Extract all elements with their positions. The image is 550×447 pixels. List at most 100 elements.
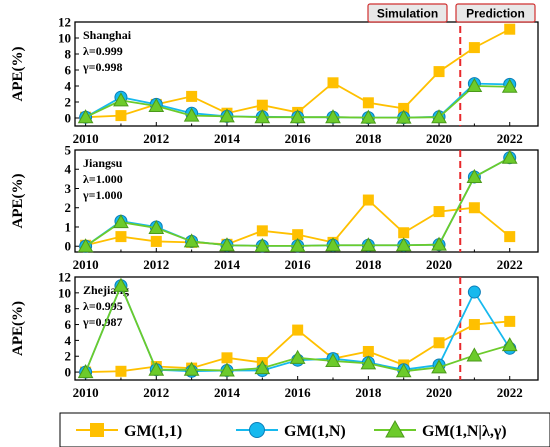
data-point-gmnlg [431,109,447,124]
x-tick-label: 2018 [355,257,382,272]
data-point-gmnlg [219,362,235,377]
data-point-gmnlg [183,361,200,376]
legend-marker-gmnlg [385,419,405,438]
data-point-gm11 [468,42,480,54]
y-tick-label: 10 [58,285,71,300]
lambda-label: λ=1.000 [83,172,123,186]
data-point-gmnlg [325,237,341,252]
data-point-gmnlg [183,107,200,122]
x-tick-label: 2010 [73,257,99,272]
x-tick-label: 2014 [214,257,241,272]
x-tick-label: 2022 [497,257,523,272]
data-point-gmnlg [289,349,306,364]
prediction-label: Prediction [466,7,525,21]
data-point-gm11 [433,206,445,218]
data-point-gmnlg [77,109,94,124]
data-point-gm11 [256,99,268,111]
y-tick-label: 4 [65,162,72,177]
data-point-gm11 [433,66,445,78]
x-tick-label: 2010 [73,131,99,146]
legend-label-gmnlg: GM(1,N|λ,γ) [422,423,507,440]
data-point-gmnlg [113,277,129,292]
y-tick-label: 0 [65,111,72,126]
legend-label-gmn: GM(1,N) [284,423,346,440]
data-point-gmnlg [431,359,447,374]
lambda-label: λ=0.999 [83,44,123,58]
data-point-gmnlg [219,108,235,123]
data-point-gmnlg [431,236,447,251]
legend-frame [59,412,550,447]
data-point-gmnlg [289,237,306,252]
x-tick-label: 2014 [214,385,241,400]
data-point-gmnlg [254,237,271,252]
data-point-gmn [467,285,481,299]
y-tick-label: 12 [58,270,71,285]
data-point-gmnlg [466,77,483,92]
y-tick-label: 6 [65,317,72,332]
panel-jiangsu: 0 1 2 3 4 5 2010 2012 2014 2016 2018 2020 2022 APE(%)… [10,143,539,272]
data-point-gm11 [504,315,516,327]
lambda-label: λ=0.995 [83,299,123,313]
data-point-gm11 [504,23,516,35]
legend-item-gm11: GM(1,1) [76,423,182,440]
data-point-gm11 [468,319,480,331]
series-gmnlg [77,77,518,124]
data-point-gmnlg [148,97,165,112]
data-point-gm11 [433,337,445,349]
data-point-gmnlg [395,109,412,124]
plot-frame [74,21,539,127]
x-tick-label: 2020 [426,257,452,272]
region-label: Jiangsu [83,156,123,170]
y-tick-label: 6 [65,63,72,78]
data-point-gmnlg [113,92,129,107]
y-axis-title: APE(%) [10,174,26,229]
x-tick-label: 2012 [143,131,169,146]
data-point-gmnlg [148,219,165,234]
x-tick-label: 2010 [73,385,99,400]
series-gmnlg [77,149,518,253]
data-point-gmnlg [183,233,200,248]
gamma-label: γ=0.987 [82,315,122,329]
legend-marker-gm11 [90,423,104,437]
gamma-label: γ=0.998 [82,60,122,74]
x-tick-label: 2012 [143,257,169,272]
region-label: Shanghai [83,28,132,42]
data-point-gm11 [186,90,198,102]
data-point-gmnlg [360,355,377,370]
y-tick-label: 4 [65,333,72,348]
x-tick-label: 2014 [214,131,241,146]
data-point-gm11 [115,365,127,377]
x-tick-label: 2020 [426,131,452,146]
data-point-gm11 [292,324,304,336]
y-tick-label: 2 [65,95,72,110]
data-point-gmnlg [325,109,341,124]
data-point-gm11 [362,345,374,357]
y-axis-title: APE(%) [10,301,26,356]
simulation-label: Simulation [377,7,438,21]
x-tick-label: 2022 [497,385,523,400]
data-point-gm11 [292,229,304,241]
data-point-gmnlg [466,168,483,183]
data-point-gmnlg [501,149,518,164]
data-point-gm11 [150,235,162,247]
data-point-gm11 [362,194,374,206]
data-point-gm11 [468,202,480,214]
data-point-gmnlg [113,214,129,229]
phase-labels: Simulation Prediction [367,3,536,23]
data-point-gmnlg [360,237,377,252]
y-tick-label: 5 [65,143,72,158]
data-point-gmnlg [77,238,94,253]
data-point-gm11 [115,110,127,122]
y-axis-title: APE(%) [10,47,26,102]
series-gmnlg [77,277,518,379]
data-point-gmnlg [254,360,271,375]
x-tick-label: 2018 [355,131,382,146]
data-point-gm11 [398,102,410,114]
y-tick-label: 4 [65,79,72,94]
plot-frame [74,276,539,381]
data-point-gm11 [221,352,233,364]
data-point-gmnlg [77,364,94,379]
y-tick-label: 12 [58,15,71,30]
data-point-gm11 [115,231,127,243]
